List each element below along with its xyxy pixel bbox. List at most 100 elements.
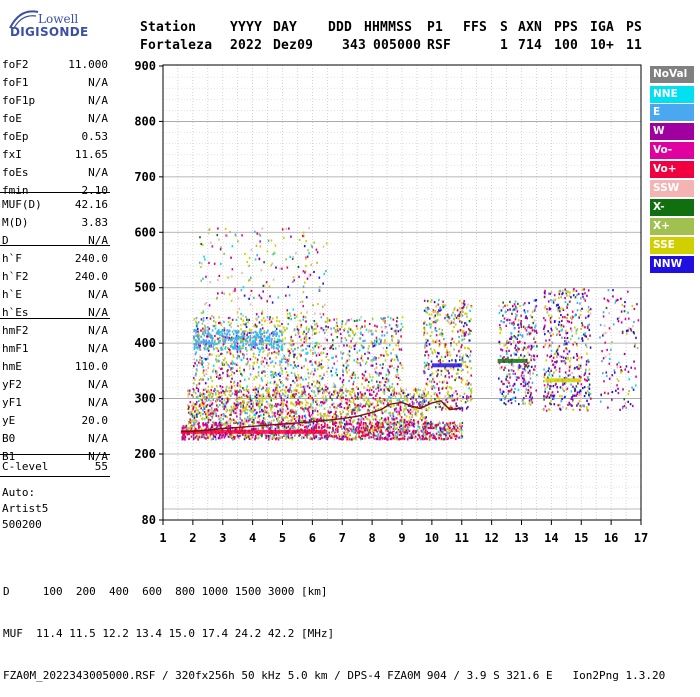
echo-point: [447, 428, 449, 430]
echo-point: [198, 336, 200, 338]
echo-point: [381, 334, 383, 336]
echo-point: [319, 313, 321, 315]
echo-point: [303, 232, 305, 234]
echo-point: [357, 422, 359, 424]
echo-point: [365, 371, 367, 373]
echo-point: [251, 345, 253, 347]
echo-point: [252, 434, 254, 436]
echo-point: [241, 234, 243, 236]
echo-point: [332, 339, 334, 341]
echo-point: [203, 317, 205, 319]
echo-point: [263, 423, 265, 425]
echo-point: [226, 337, 228, 339]
echo-point: [228, 425, 230, 427]
echo-point: [384, 334, 386, 336]
echo-point: [462, 359, 464, 361]
echo-point: [259, 258, 261, 260]
echo-point: [317, 325, 319, 327]
echo-point: [254, 331, 256, 333]
echo-point: [338, 392, 340, 394]
echo-point: [457, 309, 459, 311]
echo-point: [253, 378, 255, 380]
echo-point: [301, 392, 303, 394]
echo-point: [202, 413, 204, 415]
echo-point: [319, 382, 321, 384]
echo-point: [435, 327, 437, 329]
echo-point: [230, 381, 232, 383]
echo-point: [293, 396, 295, 398]
echo-point: [332, 435, 334, 437]
echo-point: [264, 336, 266, 338]
echo-point: [246, 353, 248, 355]
echo-point: [218, 398, 220, 400]
echo-point: [371, 379, 373, 381]
echo-point: [403, 411, 405, 413]
echo-point: [384, 322, 386, 324]
echo-point: [245, 316, 247, 318]
echo-point: [237, 325, 239, 327]
echo-point: [345, 395, 347, 397]
echo-point: [428, 354, 430, 356]
echo-point: [397, 433, 399, 435]
echo-point: [424, 401, 426, 403]
echo-point: [225, 387, 227, 389]
echo-point: [427, 422, 429, 424]
echo-point: [273, 279, 275, 281]
echo-point: [312, 412, 314, 414]
echo-point: [404, 427, 406, 429]
echo-point: [232, 245, 234, 247]
echo-point: [254, 336, 256, 338]
echo-point: [434, 398, 436, 400]
echo-point: [399, 423, 401, 425]
echo-point: [439, 333, 441, 335]
echo-point: [224, 327, 226, 329]
echo-point: [384, 437, 386, 439]
echo-point: [246, 326, 248, 328]
echo-point: [241, 289, 243, 291]
echo-point: [218, 316, 220, 318]
echo-point: [361, 355, 363, 357]
echo-point: [431, 381, 433, 383]
echo-point: [232, 268, 234, 270]
echo-point: [276, 344, 278, 346]
echo-point: [198, 321, 200, 323]
echo-point: [210, 412, 212, 414]
echo-point: [360, 316, 362, 318]
echo-point: [440, 361, 442, 363]
echo-point: [456, 344, 458, 346]
echo-point: [219, 275, 221, 277]
echo-point: [326, 329, 328, 331]
echo-point: [231, 378, 233, 380]
echo-point: [226, 410, 228, 412]
echo-point: [239, 367, 241, 369]
echo-point: [270, 397, 272, 399]
echo-point: [312, 410, 314, 412]
echo-point: [434, 349, 436, 351]
echo-point: [451, 387, 453, 389]
echo-point: [253, 353, 255, 355]
echo-point: [318, 289, 320, 291]
echo-point: [434, 301, 436, 303]
echo-point: [328, 359, 330, 361]
echo-point: [376, 381, 378, 383]
echo-point: [467, 347, 469, 349]
echo-point: [201, 357, 203, 359]
echo-point: [238, 391, 240, 393]
echo-point: [238, 421, 240, 423]
echo-point: [204, 424, 206, 426]
echo-point: [206, 391, 208, 393]
echo-point: [395, 374, 397, 376]
echo-point: [231, 275, 233, 277]
echo-point: [373, 359, 375, 361]
echo-point: [211, 335, 213, 337]
echo-point: [341, 428, 343, 430]
echo-point: [309, 337, 311, 339]
echo-point: [399, 413, 401, 415]
echo-point: [261, 379, 263, 381]
echo-point: [448, 424, 450, 426]
echo-point: [208, 399, 210, 401]
echo-point: [441, 356, 443, 358]
echo-point: [322, 388, 324, 390]
echo-point: [394, 438, 396, 440]
echo-point: [373, 432, 375, 434]
